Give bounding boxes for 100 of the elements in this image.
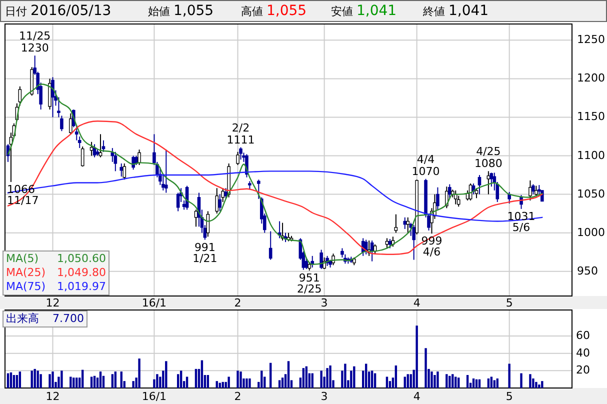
bar: [353, 366, 356, 388]
candlestick: [51, 76, 54, 118]
bar: [81, 370, 84, 388]
bar: [394, 365, 398, 388]
bar: [176, 374, 180, 388]
annotation: 4/4: [416, 152, 435, 166]
y-tick-label: 1100: [577, 148, 605, 162]
bar: [535, 382, 538, 388]
x-tick-label: 5: [506, 296, 513, 310]
bar: [228, 376, 230, 388]
y-tick-label: 1200: [577, 72, 605, 85]
text: 出来高: [6, 312, 39, 326]
bar: [206, 375, 210, 388]
bar: [410, 374, 412, 388]
bar: [404, 376, 406, 388]
bar: [40, 374, 42, 388]
bar: [260, 370, 263, 388]
bar: [30, 370, 33, 388]
bar: [520, 373, 522, 388]
bar: [350, 370, 352, 388]
candlestick: [78, 136, 82, 149]
candlestick: [268, 230, 272, 260]
text: 始値 1,055: [148, 3, 214, 19]
annotation: 1230: [20, 42, 49, 55]
annotation: 1,050.60: [57, 252, 106, 266]
x-tick-label: 12: [46, 390, 60, 404]
y-tick-label: 1250: [577, 33, 605, 46]
x-tick-label: 4: [413, 390, 420, 404]
annotation: 1070: [412, 164, 440, 178]
bar: [52, 372, 54, 388]
bar: [452, 374, 454, 388]
bar: [216, 381, 218, 388]
y-tick-label: 1150: [577, 110, 605, 124]
bar: [16, 375, 18, 388]
bar: [114, 372, 117, 388]
x-tick-label: 5: [506, 390, 513, 404]
bar: [120, 372, 122, 388]
bar: [424, 348, 427, 388]
bar: [406, 374, 409, 388]
bar: [90, 376, 93, 388]
bar: [93, 376, 96, 388]
annotation: 5/6: [512, 220, 530, 234]
bar: [180, 370, 182, 388]
text: 終値 1,041: [422, 3, 489, 19]
bar: [138, 358, 140, 388]
bar: [538, 384, 540, 388]
annotation: 11/25: [18, 30, 51, 43]
y-tick-label: 40: [576, 346, 590, 360]
bar: [430, 372, 433, 388]
x-tick-label: 2: [234, 296, 242, 310]
x-tick-label: 16/1: [142, 390, 167, 404]
bar: [541, 381, 544, 388]
bar: [454, 376, 457, 388]
y-tick-label: 1050: [577, 187, 605, 200]
bar: [434, 375, 436, 388]
annotation: 999: [421, 234, 442, 248]
annotation: 7.700: [52, 312, 84, 326]
bar: [496, 378, 498, 388]
bar: [18, 372, 22, 388]
bar: [416, 326, 418, 388]
bar: [99, 372, 102, 388]
annotation: 1031: [507, 210, 536, 223]
text: 高値 1,055: [241, 3, 307, 19]
bar: [236, 370, 239, 388]
bar: [386, 376, 388, 388]
annotation: 951: [298, 272, 320, 285]
bar: [48, 374, 51, 388]
annotation: 4/6: [422, 246, 441, 259]
bar: [186, 376, 188, 388]
bar: [156, 374, 158, 388]
y-tick-label: 60: [576, 329, 590, 342]
line-series: [7, 120, 543, 255]
bar: [111, 374, 114, 388]
candlestick: [257, 179, 260, 200]
bar: [165, 361, 168, 388]
annotation: 1080: [474, 157, 502, 170]
bar: [370, 370, 374, 388]
bar: [490, 376, 493, 388]
bar: [532, 378, 534, 388]
text: MA(5): [6, 252, 39, 266]
bar: [246, 378, 248, 388]
bar: [364, 364, 368, 388]
x-tick-label: 12: [46, 296, 60, 310]
bar: [302, 368, 305, 388]
bar: [508, 364, 510, 388]
bar: [436, 372, 439, 388]
bar: [281, 378, 284, 388]
bar: [12, 375, 16, 388]
x-tick-label: 16/1: [142, 296, 167, 310]
bar: [269, 362, 272, 388]
bar: [76, 378, 78, 388]
bar: [287, 361, 290, 388]
annotation: 4/25: [476, 145, 501, 158]
text: 安値 1,041: [331, 3, 397, 19]
candlestick: [194, 209, 198, 228]
bar: [493, 380, 496, 388]
y-tick-label: 1000: [577, 226, 605, 239]
candlestick: [218, 194, 222, 212]
bar: [448, 376, 451, 388]
x-tick-label: 2: [234, 390, 242, 404]
